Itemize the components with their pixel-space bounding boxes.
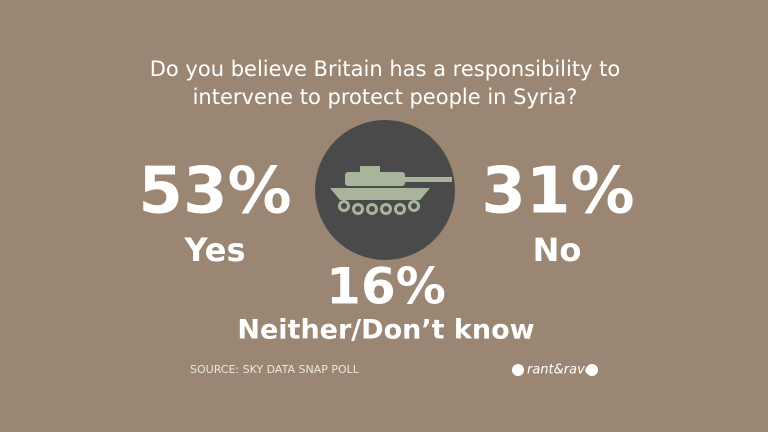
logo-mark xyxy=(512,364,524,376)
logo: rant&rave xyxy=(527,363,593,378)
source: SOURCE: SKY DATA SNAP POLL xyxy=(190,363,360,376)
result-label: Yes xyxy=(184,231,246,269)
title-line: Do you believe Britain has a responsibil… xyxy=(150,57,621,81)
title-line: intervene to protect people in Syria? xyxy=(193,85,578,109)
result-value: 31% xyxy=(481,155,634,229)
result-label: No xyxy=(533,231,582,269)
result-value: 53% xyxy=(138,155,291,229)
result-value: 16% xyxy=(326,258,446,316)
result-label: Neither/Don’t know xyxy=(237,315,534,346)
logo-mark xyxy=(586,364,598,376)
